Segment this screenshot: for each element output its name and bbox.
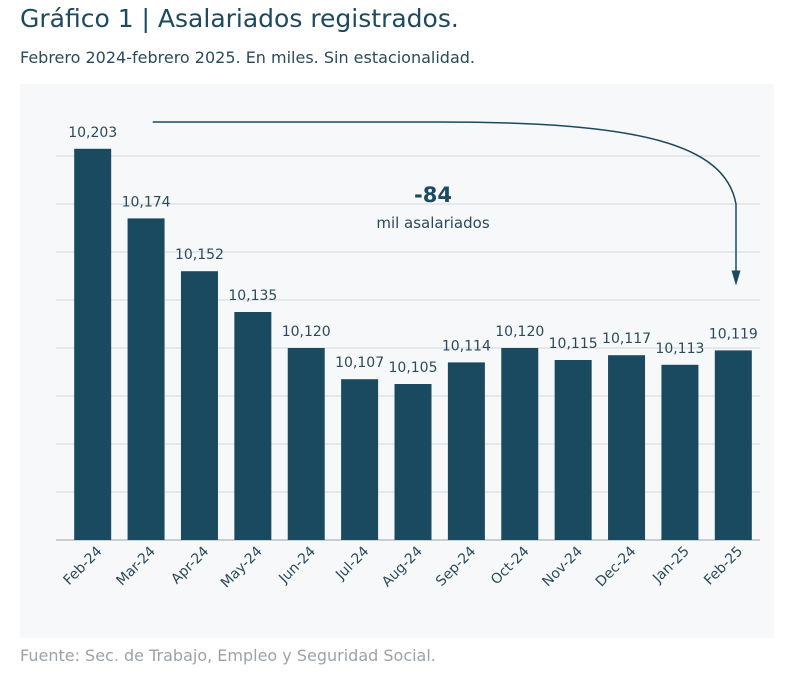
annotation-text: mil asalariados [376,214,489,232]
x-tick-label: Jun-24 [275,543,319,587]
bar-chart: 10,203 Feb-24 10,174 Mar-24 10,152 Apr-24 10,1… [56,121,760,591]
x-tick-label: Jul-24 [332,543,372,583]
chart-title: Gráfico 1 | Asalariados registrados. [20,4,459,33]
x-tick-label: Nov-24 [539,543,586,590]
bar-value-label: 10,105 [389,360,438,376]
x-tick-label: Dec-24 [593,543,640,590]
bar [180,271,218,540]
bar-value-label: 10,120 [282,324,331,340]
bar [714,350,752,540]
bar-value-label: 10,135 [228,288,277,304]
bar [608,355,646,540]
x-tick-label: Apr-24 [168,543,212,587]
bar-value-label: 10,113 [655,341,704,357]
bar [341,379,379,540]
bar [501,348,539,540]
bar-value-label: 10,120 [495,324,544,340]
bar-value-label: 10,115 [549,336,598,352]
x-tick-label: Aug-24 [379,543,426,590]
x-tick-label: May-24 [218,543,266,591]
x-tick-label: Mar-24 [113,543,159,589]
chart-subtitle: Febrero 2024-febrero 2025. En miles. Sin… [20,48,476,67]
bar-value-label: 10,152 [175,247,224,263]
bar-value-label: 10,119 [709,326,758,342]
x-tick-label: Oct-24 [488,543,533,588]
x-tick-label: Feb-24 [61,543,106,588]
bar [287,348,325,540]
bar [234,312,272,540]
annotation-arrow [152,121,741,286]
x-tick-label: Jan-25 [649,544,692,587]
x-tick-label: Feb-25 [701,544,746,589]
bar [447,362,485,540]
bar-value-label: 10,107 [335,355,384,371]
annotation-value: -84 [414,183,452,207]
source-note: Fuente: Sec. de Trabajo, Empleo y Seguri… [20,646,436,665]
chart-panel: 10,203 Feb-24 10,174 Mar-24 10,152 Apr-24 10,1… [20,84,774,638]
bar-value-label: 10,174 [122,194,171,210]
x-tick-label: Sep-24 [433,543,479,589]
bar-value-label: 10,203 [68,125,117,141]
bar-value-label: 10,117 [602,331,651,347]
bar [554,360,592,540]
bar [661,364,699,540]
bar [74,148,112,541]
bar-value-label: 10,114 [442,338,491,354]
bar [394,384,432,540]
bar [127,218,165,540]
